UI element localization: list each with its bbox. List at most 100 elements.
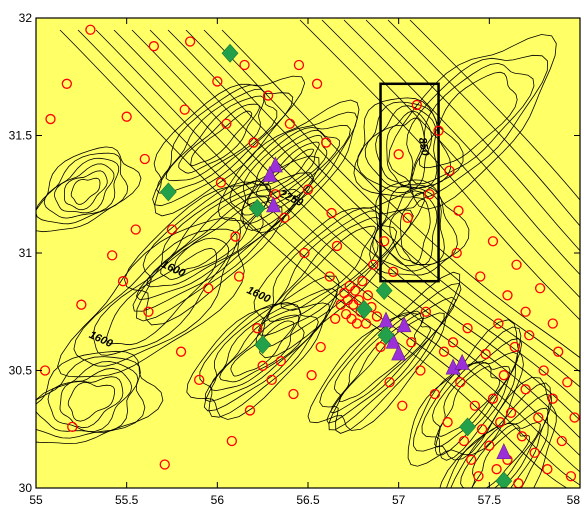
earthquake-circle-30 bbox=[257, 360, 268, 371]
earthquake-circle-93 bbox=[487, 393, 499, 404]
earthquake-circle-68 bbox=[384, 377, 395, 388]
x-tick-label: 55.5 bbox=[115, 493, 139, 507]
earthquake-circle-3 bbox=[67, 421, 78, 433]
contour-line-2 bbox=[165, 95, 265, 182]
contour-line-71 bbox=[253, 190, 425, 359]
earthquake-circle-4 bbox=[76, 299, 87, 310]
earthquake-circle-9 bbox=[130, 224, 141, 235]
earthquake-circle-105 bbox=[533, 412, 544, 423]
earthquake-circle-62 bbox=[362, 290, 373, 301]
earthquake-circle-92 bbox=[484, 440, 495, 451]
contour-line-94 bbox=[387, 19, 580, 227]
earthquake-circle-106 bbox=[538, 365, 549, 376]
x-tick-label: 57.5 bbox=[478, 493, 502, 507]
earthquake-circle-66 bbox=[375, 341, 386, 353]
earthquake-circle-82 bbox=[447, 337, 459, 348]
earthquake-circle-1 bbox=[45, 113, 56, 125]
x-tick-label: 56 bbox=[211, 493, 225, 507]
earthquake-circle-49 bbox=[335, 299, 346, 310]
station-triangle-0 bbox=[267, 156, 283, 173]
contour-line-93 bbox=[365, 19, 580, 252]
earthquake-circle-75 bbox=[415, 365, 426, 376]
y-tick-label: 30 bbox=[19, 481, 33, 495]
earthquake-circle-121 bbox=[493, 318, 504, 329]
earthquake-circle-74 bbox=[411, 99, 422, 111]
earthquake-circle-27 bbox=[244, 405, 256, 416]
earthquake-circle-99 bbox=[509, 341, 520, 353]
earthquake-circle-26 bbox=[239, 59, 250, 71]
contour-line-28 bbox=[64, 170, 108, 211]
contour-line-37 bbox=[36, 356, 146, 439]
earthquake-circle-64 bbox=[368, 259, 379, 270]
earthquake-circle-32 bbox=[266, 374, 277, 386]
contour-line-35 bbox=[47, 367, 133, 432]
earthquake-circle-19 bbox=[203, 283, 214, 294]
contour-line-64 bbox=[450, 393, 553, 488]
earthquake-circle-94 bbox=[491, 464, 502, 475]
earthquake-circle-8 bbox=[121, 111, 132, 122]
contour-line-88 bbox=[203, 29, 580, 373]
contour-line-30 bbox=[43, 157, 120, 219]
earthquake-circle-5 bbox=[85, 24, 96, 35]
earthquake-circle-6 bbox=[107, 250, 118, 261]
station-triangle-4 bbox=[396, 316, 412, 333]
earthquake-circle-18 bbox=[194, 374, 205, 386]
earthquake-circle-44 bbox=[320, 137, 332, 148]
station-triangle-2 bbox=[266, 196, 282, 213]
earthquake-circle-114 bbox=[502, 290, 513, 301]
earthquake-circle-103 bbox=[524, 330, 535, 341]
earthquake-circle-107 bbox=[542, 464, 553, 475]
data-marks bbox=[39, 24, 580, 488]
earthquake-circle-37 bbox=[288, 388, 299, 400]
earthquake-circle-15 bbox=[175, 346, 187, 357]
earthquake-circle-84 bbox=[455, 377, 466, 388]
x-tick-label: 55 bbox=[29, 493, 43, 507]
earthquake-circle-88 bbox=[469, 400, 480, 411]
earthquake-circle-29 bbox=[252, 323, 263, 334]
x-tick-label: 58 bbox=[567, 493, 581, 507]
earthquake-circle-117 bbox=[475, 271, 486, 282]
contour-line-65 bbox=[445, 382, 551, 488]
contour-line-38 bbox=[36, 350, 164, 445]
earthquake-circle-122 bbox=[534, 283, 546, 294]
contour-line-89 bbox=[221, 29, 580, 359]
earthquake-circle-39 bbox=[299, 247, 310, 259]
contour-line-82 bbox=[95, 29, 580, 473]
y-tick-label: 32 bbox=[19, 11, 33, 25]
contour-line-72 bbox=[106, 247, 217, 346]
contour-line-74 bbox=[73, 228, 238, 367]
station-triangle-9 bbox=[496, 443, 512, 460]
contour-line-1 bbox=[178, 103, 260, 174]
earthquake-circle-80 bbox=[438, 346, 450, 357]
earthquake-circle-48 bbox=[331, 240, 343, 252]
y-tick-label: 31.5 bbox=[9, 129, 33, 143]
contour-line-83 bbox=[113, 29, 580, 457]
contour-line-20 bbox=[230, 320, 295, 377]
study-area-box-layer bbox=[379, 82, 440, 283]
contour-line-78 bbox=[406, 54, 548, 199]
contour-line-22 bbox=[209, 308, 305, 392]
earthquake-circle-72 bbox=[402, 212, 413, 223]
contour-line-8 bbox=[247, 134, 328, 206]
earthquake-circle-35 bbox=[279, 212, 290, 223]
earthquake-circle-10 bbox=[139, 153, 150, 165]
contour-line-86 bbox=[167, 29, 580, 404]
contour-line-54 bbox=[307, 271, 461, 431]
earthquake-circle-85 bbox=[458, 435, 470, 447]
earthquake-circle-111 bbox=[562, 377, 573, 388]
earthquake-circle-38 bbox=[293, 59, 305, 71]
earthquake-circle-96 bbox=[498, 370, 509, 381]
earthquake-circle-46 bbox=[326, 207, 337, 219]
earthquake-circle-2 bbox=[61, 78, 72, 89]
contour-line-21 bbox=[219, 314, 300, 383]
earthquake-circle-70 bbox=[393, 149, 404, 160]
contour-line-50 bbox=[330, 312, 431, 414]
earthquake-circle-20 bbox=[212, 76, 223, 87]
y-tick-label: 31 bbox=[19, 246, 33, 260]
station-diamond-3 bbox=[254, 335, 272, 355]
earthquake-circle-28 bbox=[248, 137, 259, 148]
earthquake-circle-89 bbox=[473, 471, 484, 482]
contour-lines bbox=[36, 19, 580, 488]
earthquake-circle-56 bbox=[349, 285, 361, 296]
earthquake-circle-79 bbox=[433, 125, 444, 136]
